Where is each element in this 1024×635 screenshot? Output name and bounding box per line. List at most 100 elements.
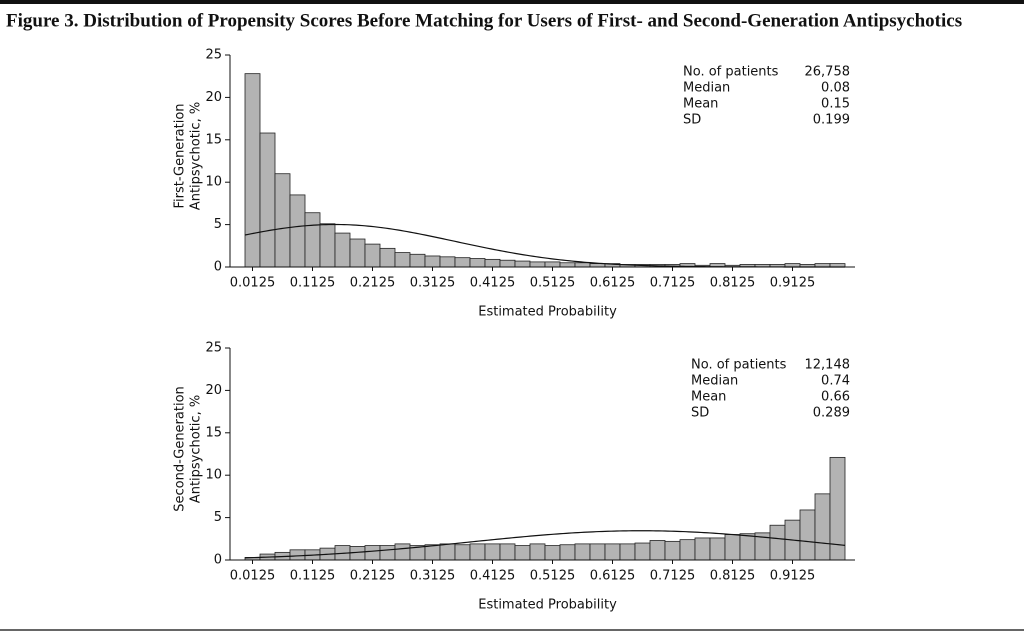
stat-label: No. of patients xyxy=(683,65,779,80)
bar xyxy=(424,544,441,561)
stat-value: 0.08 xyxy=(821,81,850,96)
y-tick-label: 10 xyxy=(205,468,222,483)
bar xyxy=(439,256,456,268)
x-tick-label: 0.9125 xyxy=(770,569,816,584)
bar xyxy=(769,524,786,561)
bar xyxy=(289,549,306,561)
y-tick-label: 0 xyxy=(214,260,222,275)
y-axis-label: First-Generation xyxy=(173,103,188,208)
bar xyxy=(469,258,486,268)
bar xyxy=(379,545,396,561)
bar xyxy=(739,533,756,561)
bar xyxy=(574,262,591,268)
y-axis-label: Antipsychotic, % xyxy=(189,395,204,503)
bar xyxy=(319,223,336,268)
bar xyxy=(274,173,291,268)
bar xyxy=(559,544,576,561)
bar xyxy=(559,262,576,268)
bar xyxy=(814,493,831,561)
y-tick-label: 20 xyxy=(205,383,222,398)
bar xyxy=(544,545,561,561)
bar xyxy=(724,534,741,561)
y-tick-label: 5 xyxy=(214,217,222,232)
x-tick-label: 0.6125 xyxy=(590,276,636,291)
x-tick-label: 0.0125 xyxy=(230,569,276,584)
y-tick-label: 25 xyxy=(205,48,222,63)
bar xyxy=(454,544,471,561)
y-tick-label: 0 xyxy=(214,553,222,568)
stat-value: 0.74 xyxy=(821,374,850,389)
top-rule xyxy=(0,0,1024,4)
stat-label: No. of patients xyxy=(691,358,787,373)
bar xyxy=(634,542,651,561)
bar xyxy=(679,539,696,561)
bar xyxy=(244,73,261,268)
bar xyxy=(604,543,621,561)
bar xyxy=(394,543,411,561)
bar xyxy=(484,543,501,561)
y-axis-label: Antipsychotic, % xyxy=(189,102,204,210)
y-tick-label: 20 xyxy=(205,90,222,105)
bar xyxy=(529,543,546,561)
bar xyxy=(409,253,426,268)
x-tick-label: 0.1125 xyxy=(290,276,336,291)
stat-label: SD xyxy=(683,113,701,128)
bar xyxy=(364,545,381,561)
bar xyxy=(499,543,516,561)
x-axis-label: Estimated Probability xyxy=(478,305,617,320)
bar xyxy=(664,540,681,561)
bar xyxy=(574,543,591,561)
bar xyxy=(259,132,276,268)
bar xyxy=(499,259,516,268)
x-tick-label: 0.5125 xyxy=(530,276,576,291)
bar xyxy=(304,212,321,268)
bar xyxy=(649,540,666,561)
stat-value: 26,758 xyxy=(805,65,851,80)
bar xyxy=(289,194,306,268)
x-tick-label: 0.5125 xyxy=(530,569,576,584)
bar xyxy=(529,261,546,268)
x-tick-label: 0.1125 xyxy=(290,569,336,584)
bar xyxy=(439,543,456,561)
x-tick-label: 0.6125 xyxy=(590,569,636,584)
x-tick-label: 0.0125 xyxy=(230,276,276,291)
y-tick-label: 15 xyxy=(205,425,222,440)
stat-label: Mean xyxy=(683,97,718,112)
bar xyxy=(709,537,726,561)
normal-curve xyxy=(244,530,846,559)
bar xyxy=(424,255,441,268)
bar xyxy=(544,261,561,268)
bar xyxy=(484,258,501,268)
bottom-rule xyxy=(0,629,1024,631)
x-tick-label: 0.4125 xyxy=(470,569,516,584)
stat-label: Median xyxy=(691,374,738,389)
x-tick-label: 0.2125 xyxy=(350,276,396,291)
bar xyxy=(589,543,606,561)
x-tick-label: 0.8125 xyxy=(710,276,756,291)
bar xyxy=(469,543,486,561)
bar xyxy=(349,238,366,268)
bar xyxy=(364,243,381,268)
x-axis-label: Estimated Probability xyxy=(478,598,617,613)
bar xyxy=(514,545,531,561)
x-tick-label: 0.8125 xyxy=(710,569,756,584)
bar xyxy=(799,509,816,561)
bar xyxy=(514,260,531,268)
x-tick-label: 0.3125 xyxy=(410,276,456,291)
stat-value: 0.15 xyxy=(821,97,850,112)
stat-label: Median xyxy=(683,81,730,96)
y-tick-label: 25 xyxy=(205,341,222,356)
stat-value: 12,148 xyxy=(805,358,851,373)
x-tick-label: 0.7125 xyxy=(650,276,696,291)
bar xyxy=(334,232,351,268)
y-tick-label: 15 xyxy=(205,132,222,147)
bar xyxy=(454,257,471,268)
y-tick-label: 10 xyxy=(205,175,222,190)
figure-title: Figure 3. Distribution of Propensity Sco… xyxy=(6,10,962,31)
bar xyxy=(694,537,711,561)
y-axis-label: Second-Generation xyxy=(173,386,188,512)
bar xyxy=(394,252,411,268)
stat-label: Mean xyxy=(691,390,726,405)
x-tick-label: 0.4125 xyxy=(470,276,516,291)
